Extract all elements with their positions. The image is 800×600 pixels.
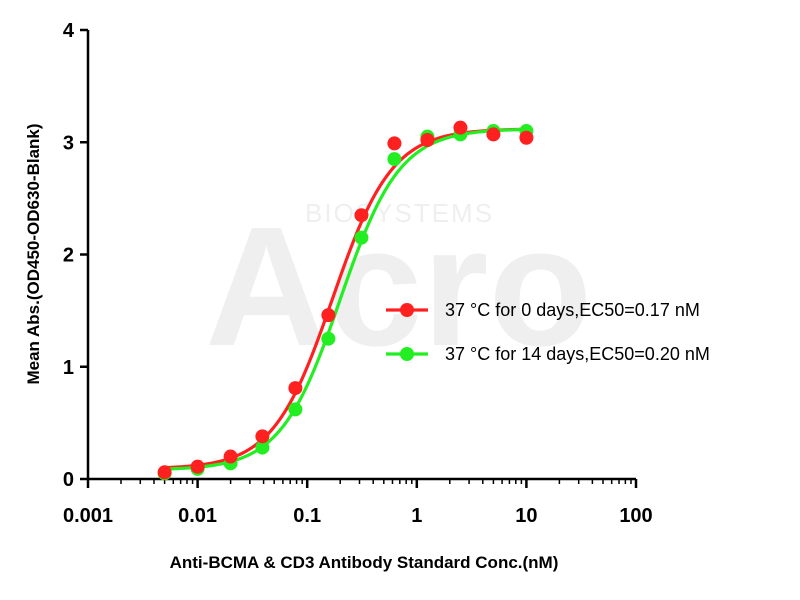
x-tick-label: 100 xyxy=(619,505,652,527)
y-tick-label: 2 xyxy=(63,245,74,267)
data-point-series-1 xyxy=(387,136,402,151)
y-tick-label: 0 xyxy=(63,469,74,491)
legend-marker-2 xyxy=(400,347,414,361)
watermark-brand: Acro xyxy=(205,192,592,382)
data-points xyxy=(157,120,534,481)
data-point-series-2 xyxy=(387,152,402,167)
data-point-series-1 xyxy=(223,449,238,464)
y-axis-title: Mean Abs.(OD450-OD630-Blank) xyxy=(24,123,43,384)
data-point-series-2 xyxy=(354,230,369,245)
legend-label-1: 37 °C for 0 days,EC50=0.17 nM xyxy=(445,300,700,320)
data-point-series-1 xyxy=(255,429,270,444)
x-tick-label: 0.01 xyxy=(178,505,217,527)
legend-marker-1 xyxy=(400,303,414,317)
y-tick-label: 4 xyxy=(63,20,75,42)
axes: 0 1 2 3 4 0.001 0.01 0.1 1 10 100 xyxy=(63,20,653,527)
legend-label-2: 37 °C for 14 days,EC50=0.20 nM xyxy=(445,344,710,364)
watermark-sub: BIOSYSTEMS xyxy=(305,198,494,228)
data-point-series-1 xyxy=(321,308,336,323)
data-point-series-1 xyxy=(354,208,369,223)
data-point-series-1 xyxy=(288,381,303,396)
data-point-series-2 xyxy=(255,440,270,455)
y-tick-label: 3 xyxy=(63,132,74,154)
legend: 37 °C for 0 days,EC50=0.17 nM 37 °C for 1… xyxy=(386,300,710,364)
x-tick-label: 10 xyxy=(515,505,537,527)
x-tick-label: 0.001 xyxy=(63,505,113,527)
data-point-series-1 xyxy=(486,127,501,142)
watermark: BIOSYSTEMS Acro xyxy=(205,192,592,382)
data-point-series-2 xyxy=(288,402,303,417)
data-point-series-1 xyxy=(453,120,468,135)
data-point-series-1 xyxy=(519,130,534,145)
data-point-series-1 xyxy=(420,133,435,148)
x-tick-label: 0.1 xyxy=(293,505,321,527)
y-tick-label: 1 xyxy=(63,357,74,379)
data-point-series-1 xyxy=(157,465,172,480)
x-axis-title: Anti-BCMA & CD3 Antibody Standard Conc.(… xyxy=(170,553,559,572)
data-point-series-1 xyxy=(190,459,205,474)
x-tick-label: 1 xyxy=(411,505,422,527)
data-point-series-2 xyxy=(321,331,336,346)
